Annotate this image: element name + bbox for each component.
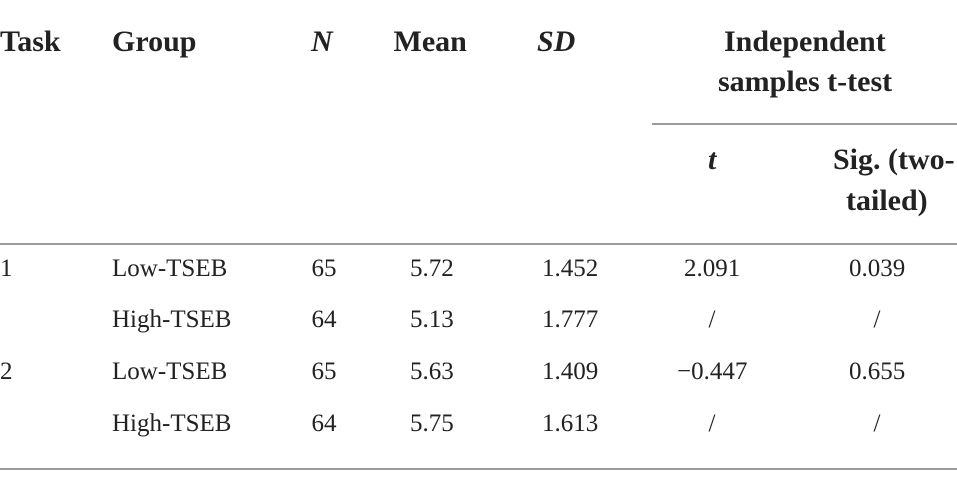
n-cell: 65 <box>311 358 337 385</box>
sd-cell: 1.777 <box>542 306 599 333</box>
header-cell: Independent <box>724 25 886 58</box>
header-cell: Group <box>112 25 197 58</box>
header-cell: SD <box>537 25 576 58</box>
n-cell: 64 <box>311 306 337 333</box>
group-cell: Low-TSEB <box>112 255 228 282</box>
mean-cell: 5.63 <box>410 358 454 385</box>
header-cell: Sig. (two- <box>833 143 955 176</box>
sd-cell: 1.409 <box>542 358 599 385</box>
rule <box>652 123 957 125</box>
group-cell: High-TSEB <box>112 410 232 437</box>
group-cell: High-TSEB <box>112 306 232 333</box>
rule <box>0 468 957 470</box>
header-cell: samples t-test <box>718 65 893 98</box>
task-cell: 2 <box>0 358 13 385</box>
sig-cell: / <box>873 306 881 333</box>
n-cell: 64 <box>311 410 337 437</box>
mean-cell: 5.13 <box>410 306 454 333</box>
t-cell: / <box>708 306 716 333</box>
header-cell: N <box>311 25 333 58</box>
task-cell: 1 <box>0 255 13 282</box>
group-cell: Low-TSEB <box>112 358 228 385</box>
t-cell: / <box>708 410 716 437</box>
sig-cell: 0.655 <box>849 358 906 385</box>
sig-cell: 0.039 <box>849 255 906 282</box>
header-cell: t <box>708 143 717 176</box>
sig-cell: / <box>873 410 881 437</box>
mean-cell: 5.72 <box>410 255 454 282</box>
sd-cell: 1.452 <box>542 255 599 282</box>
t-cell: −0.447 <box>677 358 748 385</box>
n-cell: 65 <box>311 255 337 282</box>
header-cell: Mean <box>393 25 467 58</box>
t-cell: 2.091 <box>684 255 741 282</box>
rule <box>0 243 957 245</box>
mean-cell: 5.75 <box>410 410 454 437</box>
sd-cell: 1.613 <box>542 410 599 437</box>
header-cell: tailed) <box>846 184 928 217</box>
header-cell: Task <box>0 25 61 58</box>
